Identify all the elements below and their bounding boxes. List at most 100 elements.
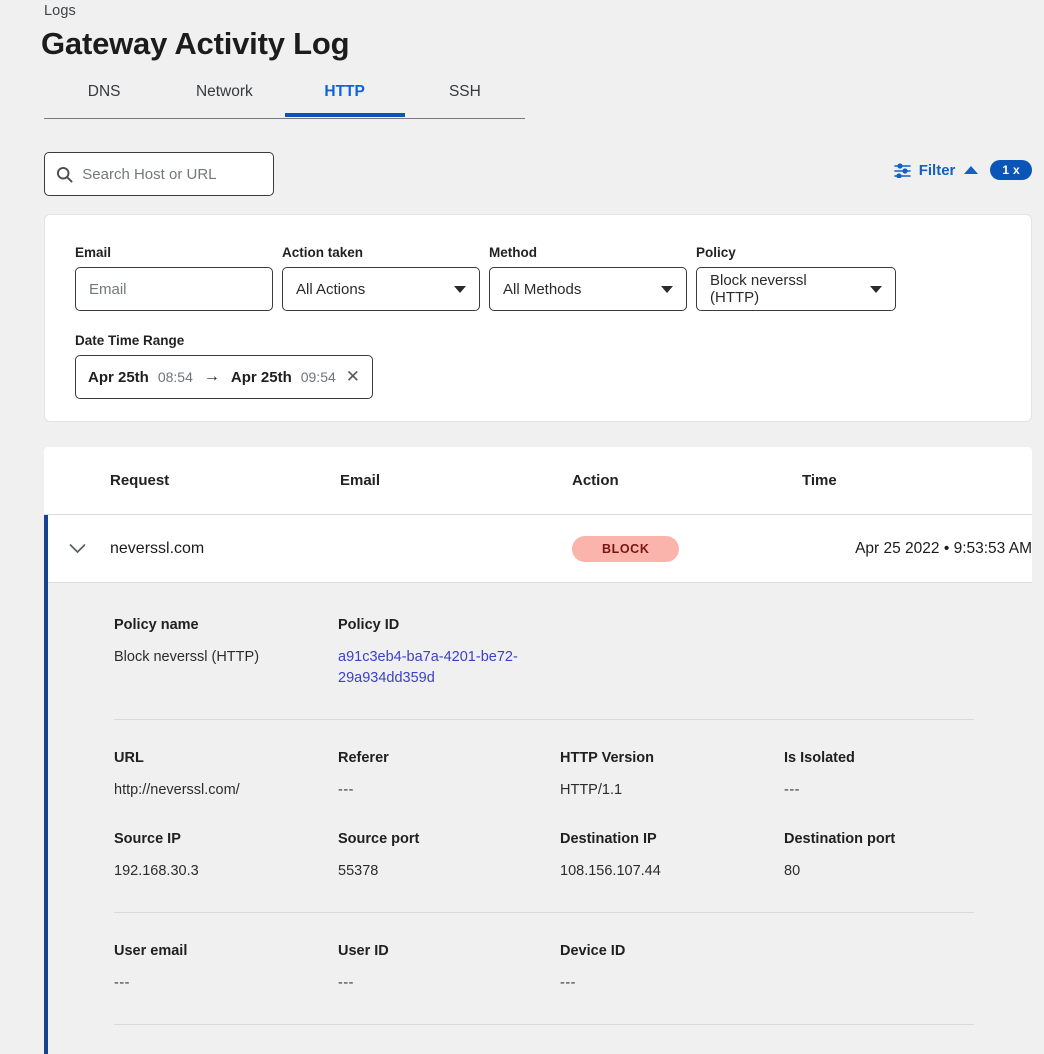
policy-select-value: Block neverssl (HTTP) [710,272,807,306]
detail-label: Referer [338,750,389,767]
policy-select[interactable]: Block neverssl (HTTP) [696,267,896,311]
arrow-right-icon: → [203,368,220,385]
method-select[interactable]: All Methods [489,267,687,311]
detail-label: Destination IP [560,831,657,848]
detail-spacer [784,943,984,994]
cell-request: neverssl.com [110,539,205,557]
chevron-down-icon[interactable] [44,543,110,554]
daterange-start-date[interactable]: Apr 25th [88,368,149,386]
daterange-start-time[interactable]: 08:54 [157,369,193,385]
row-detail-panel: Policy name Block neverssl (HTTP) Policy… [44,583,1032,1047]
search-icon [55,166,74,183]
search-box[interactable] [44,152,274,196]
filter-fields-row: Email Email Action taken All Actions Met… [75,245,896,311]
detail-value: 80 [784,863,801,880]
detail-value: 55378 [338,863,379,880]
tab-dns[interactable]: DNS [87,83,121,100]
detail-source-port: Source port 55378 [338,831,560,882]
filter-label-email: Email [75,245,112,260]
selected-row-accent [44,515,48,1054]
detail-label: HTTP Version [560,750,655,767]
filter-field-email: Email Email [75,245,273,311]
detail-label: Destination port [784,831,896,848]
detail-label: Policy name [114,617,199,633]
divider [114,719,974,721]
detail-value: --- [338,975,354,992]
daterange-control[interactable]: Apr 25th 08:54 → Apr 25th 09:54 ✕ [75,355,373,399]
detail-value: 192.168.30.3 [114,863,199,880]
detail-value: HTTP/1.1 [560,782,623,799]
daterange-end-time[interactable]: 09:54 [300,369,336,385]
detail-row-user: User email --- User ID --- Device ID --- [114,943,1004,994]
detail-label: Device ID [560,943,626,960]
divider [114,1024,974,1026]
detail-source-ip: Source IP 192.168.30.3 [114,831,338,882]
detail-policy-id: Policy ID a91c3eb4-ba7a-4201-be72-29a934… [338,617,560,689]
detail-label: Policy ID [338,617,400,633]
detail-label: Source IP [114,831,181,848]
detail-value: --- [338,782,354,799]
detail-value: --- [114,975,130,992]
column-header-email: Email [340,472,381,489]
detail-is-isolated: Is Isolated --- [784,750,984,801]
filter-toggle-label: Filter [918,161,956,179]
log-type-tabs: DNS Network HTTP SSH [44,74,525,119]
filter-field-action: Action taken All Actions [282,245,480,311]
filter-panel: Email Email Action taken All Actions Met… [44,214,1032,422]
detail-device-id: Device ID --- [560,943,784,994]
action-select[interactable]: All Actions [282,267,480,311]
search-input[interactable] [80,164,263,184]
filter-toggle[interactable]: Filter 1 x [893,160,1032,180]
detail-label: User email [114,943,188,960]
filter-label-action: Action taken [282,245,364,260]
sliders-icon [893,162,911,178]
column-header-action: Action [572,472,619,489]
detail-destination-ip: Destination IP 108.156.107.44 [560,831,784,882]
detail-row-network: Source IP 192.168.30.3 Source port 55378… [114,831,1004,882]
chevron-down-icon [870,285,882,293]
action-select-value: All Actions [296,280,366,298]
email-input[interactable]: Email [75,267,273,311]
detail-value: --- [784,782,800,799]
detail-referer: Referer --- [338,750,560,801]
filter-label-daterange: Date Time Range [75,333,185,348]
tab-http[interactable]: HTTP [284,74,406,117]
detail-destination-port: Destination port 80 [784,831,984,882]
detail-user-email: User email --- [114,943,338,994]
close-icon[interactable]: ✕ [345,367,360,386]
chevron-up-icon [964,166,979,174]
filter-label-method: Method [489,245,537,260]
detail-value: --- [560,975,576,992]
detail-user-id: User ID --- [338,943,560,994]
detail-label: URL [114,750,144,767]
table-row[interactable]: neverssl.com BLOCK Apr 25 2022 • 9:53:53… [44,515,1032,583]
detail-value: Block neverssl (HTTP) [114,649,260,665]
detail-http-version: HTTP Version HTTP/1.1 [560,750,784,801]
cell-action: BLOCK [572,535,802,562]
detail-value: 108.156.107.44 [560,863,661,880]
filter-field-policy: Policy Block neverssl (HTTP) [696,245,896,311]
filter-label-policy: Policy [696,245,736,260]
policy-id-link[interactable]: a91c3eb4-ba7a-4201-be72-29a934dd359d [338,649,518,687]
tab-ssh[interactable]: SSH [448,83,481,100]
results-table: Request Email Action Time neverssl.com B… [44,447,1032,1047]
method-select-value: All Methods [503,280,582,298]
tab-network[interactable]: Network [195,83,253,100]
detail-row-url: URL http://neverssl.com/ Referer --- HTT… [114,750,1004,801]
cell-time: Apr 25 2022 • 9:53:53 AM [855,539,1032,557]
detail-row-policy: Policy name Block neverssl (HTTP) Policy… [114,617,1004,689]
daterange-end-date[interactable]: Apr 25th [230,368,292,386]
chevron-down-icon [454,285,466,293]
chevron-down-icon [661,285,673,293]
detail-label: Source port [338,831,420,848]
page-title: Gateway Activity Log [41,26,350,61]
detail-url: URL http://neverssl.com/ [114,750,338,801]
filter-count-badge[interactable]: 1 x [990,160,1032,180]
column-header-request: Request [110,472,170,489]
filter-field-daterange: Date Time Range Apr 25th 08:54 → Apr 25t… [75,333,373,399]
filter-field-method: Method All Methods [489,245,687,311]
detail-value: http://neverssl.com/ [114,782,240,799]
status-badge: BLOCK [572,535,680,562]
breadcrumb[interactable]: Logs [44,3,76,19]
